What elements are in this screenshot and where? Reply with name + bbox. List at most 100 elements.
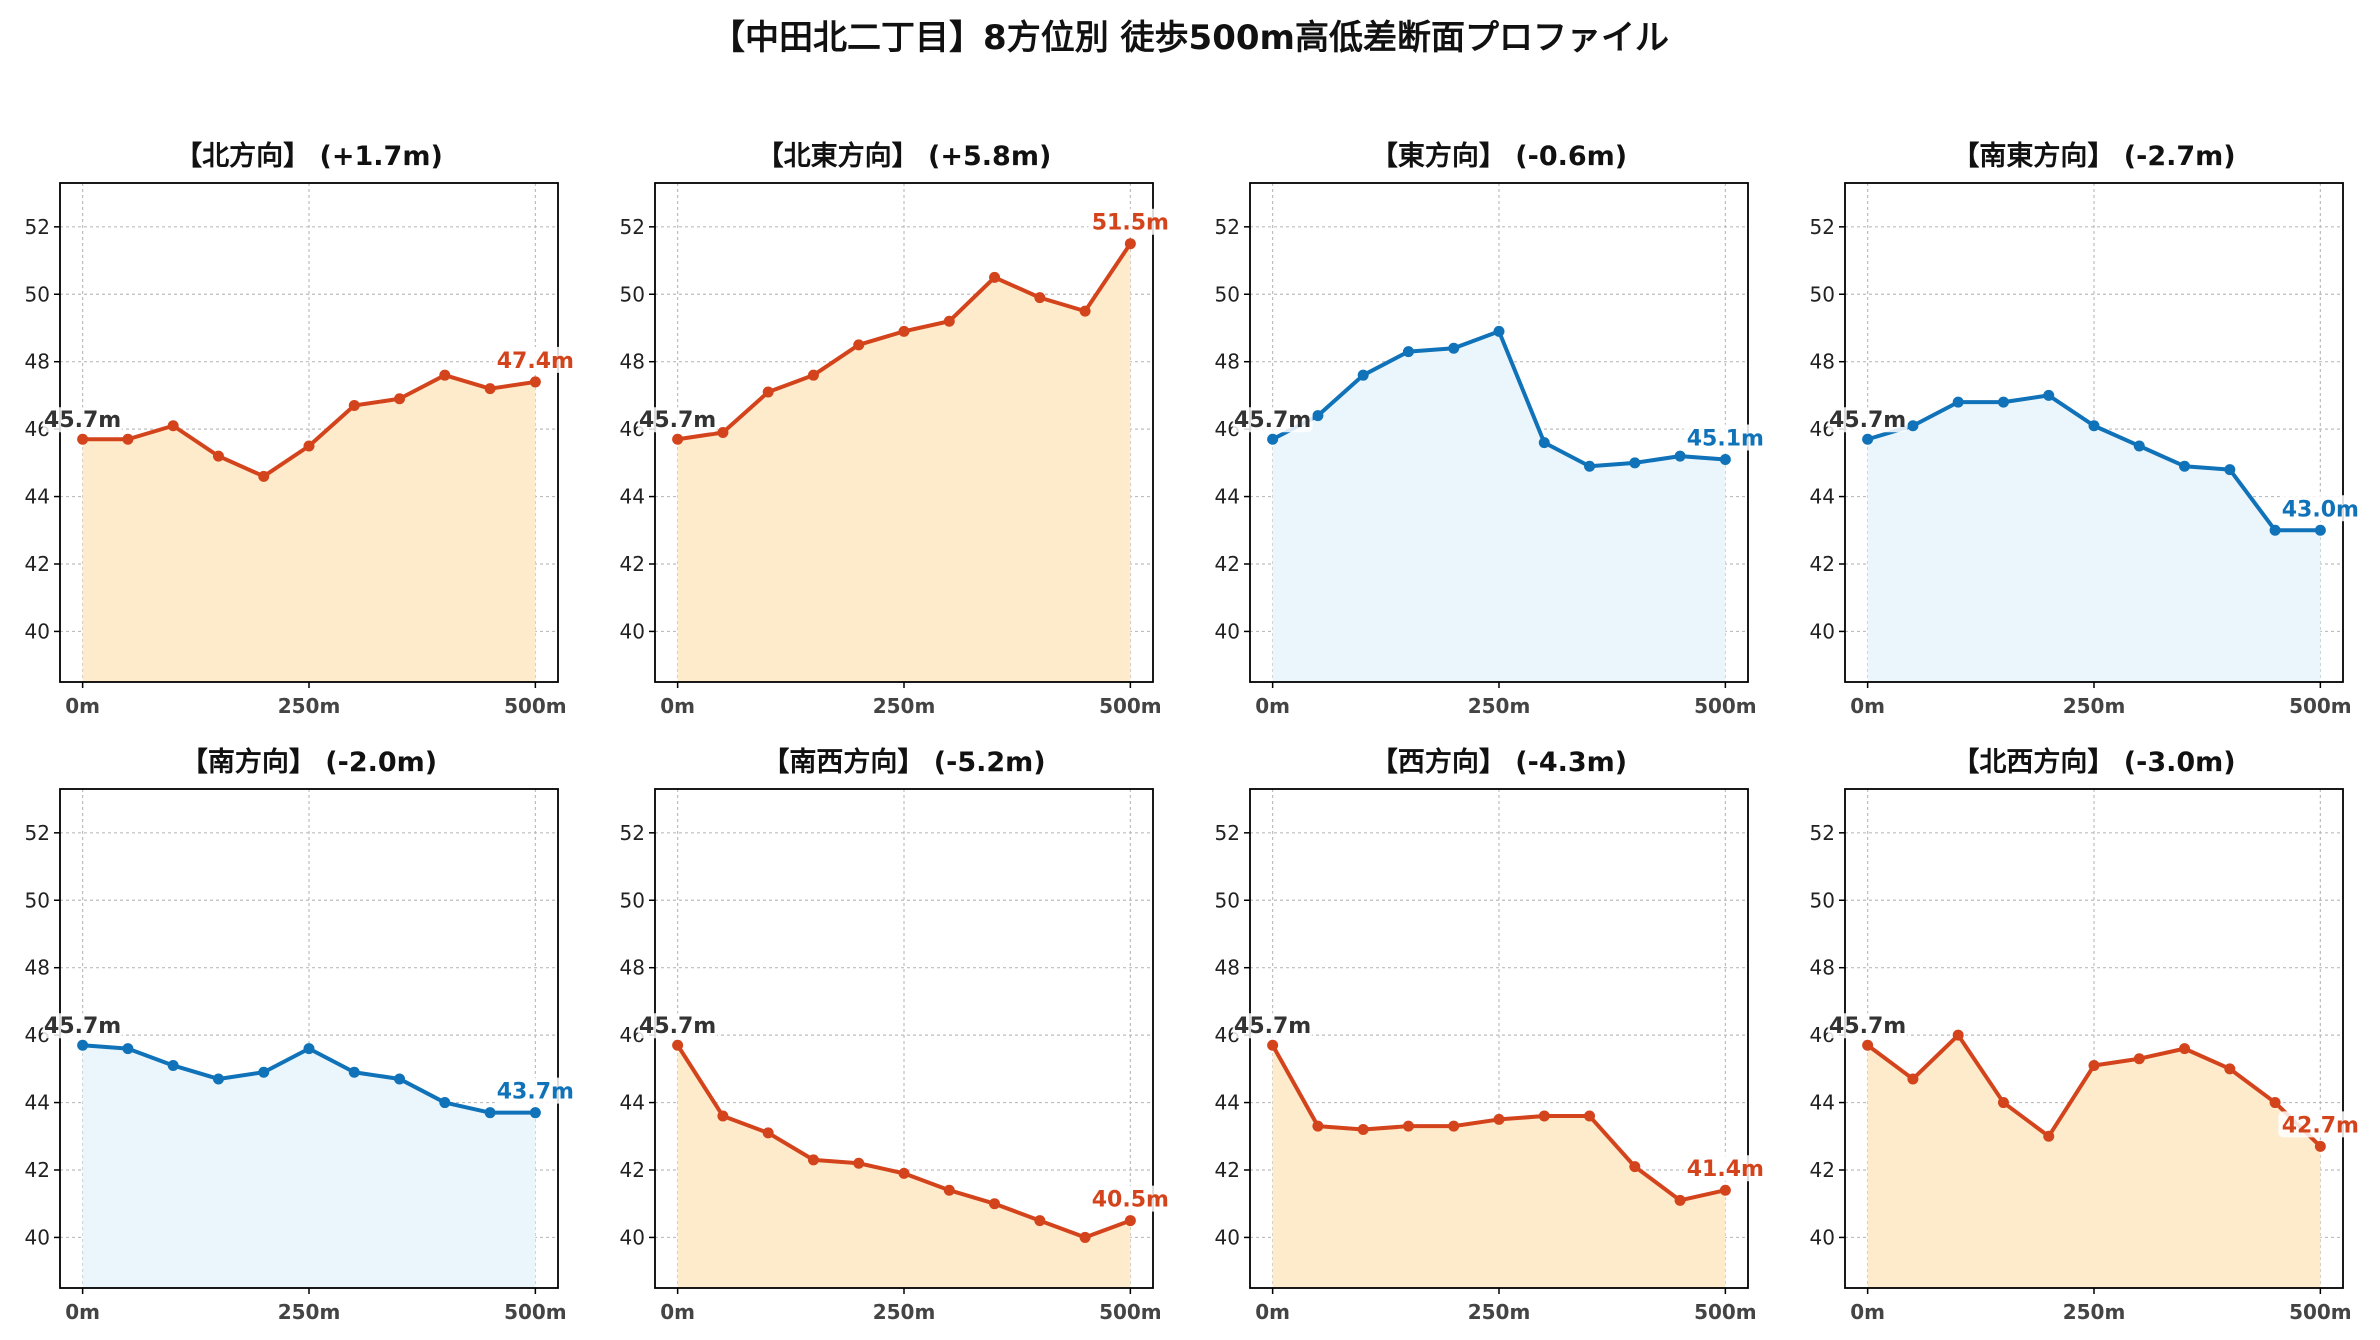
data-point	[2224, 1063, 2236, 1075]
y-tick-label: 48	[25, 350, 50, 374]
end-elevation-label: 45.1m	[1687, 426, 1764, 451]
data-point	[1862, 433, 1874, 445]
area-fill	[1867, 395, 2321, 682]
data-point	[1952, 1029, 1964, 1041]
start-elevation-label: 45.7m	[1829, 408, 1906, 433]
y-tick-label: 50	[1215, 888, 1240, 912]
data-point	[2224, 464, 2236, 476]
y-tick-label: 52	[1215, 821, 1240, 845]
data-point	[2179, 460, 2191, 472]
start-elevation-label: 45.7m	[44, 1014, 121, 1039]
data-point	[167, 1059, 179, 1071]
y-tick-label: 52	[1810, 215, 1835, 239]
x-tick-label: 250m	[873, 694, 936, 718]
data-point	[529, 376, 541, 388]
data-point	[1124, 238, 1136, 250]
start-elevation-label: 45.7m	[44, 408, 121, 433]
main-title: 【中田北二丁目】8方位別 徒歩500m高低差断面プロファイル	[711, 18, 1669, 58]
y-tick-label: 48	[25, 956, 50, 980]
data-point	[2043, 389, 2055, 401]
data-point	[853, 339, 865, 351]
x-tick-label: 250m	[873, 1300, 936, 1324]
y-tick-label: 42	[1215, 1158, 1240, 1182]
end-label-bg	[2278, 495, 2363, 522]
end-label-bg	[1088, 1185, 1173, 1212]
start-elevation-label: 45.7m	[639, 1014, 716, 1039]
data-point	[2179, 1043, 2191, 1055]
axes-frame	[59, 182, 559, 683]
data-point	[303, 440, 315, 452]
start-label-bg	[1827, 407, 1908, 433]
data-point	[1402, 1120, 1414, 1132]
y-tick-label: 40	[1810, 1225, 1835, 1249]
x-tick-label: 0m	[1255, 1300, 1290, 1324]
y-tick-label: 50	[1215, 282, 1240, 306]
y-tick-label: 44	[1215, 1091, 1240, 1115]
start-elevation-label: 45.7m	[1234, 408, 1311, 433]
data-point	[1079, 305, 1091, 317]
data-point	[2314, 1140, 2326, 1152]
y-tick-label: 52	[1215, 215, 1240, 239]
start-elevation-label: 45.7m	[1829, 1014, 1906, 1039]
data-point	[2314, 524, 2326, 536]
data-point	[212, 1073, 224, 1085]
x-tick-label: 250m	[278, 694, 341, 718]
y-tick-label: 44	[25, 1091, 50, 1115]
data-point	[1997, 396, 2009, 408]
data-point	[394, 393, 406, 405]
data-point	[1448, 342, 1460, 354]
axes-frame	[654, 788, 1154, 1289]
start-label-bg	[1232, 1013, 1313, 1039]
x-tick-label: 250m	[278, 1300, 341, 1324]
y-tick-label: 44	[1215, 485, 1240, 509]
x-tick-label: 500m	[1694, 694, 1757, 718]
data-point	[439, 369, 451, 381]
data-point	[2133, 1053, 2145, 1065]
y-tick-label: 42	[25, 1158, 50, 1182]
axes-frame	[1249, 788, 1749, 1289]
data-point	[77, 1039, 89, 1051]
data-point	[258, 470, 270, 482]
axes-frame	[59, 788, 559, 1289]
data-point	[1629, 1161, 1641, 1173]
data-point	[807, 1154, 819, 1166]
y-tick-label: 44	[1810, 485, 1835, 509]
data-point	[1493, 1113, 1505, 1125]
y-tick-label: 52	[1810, 821, 1835, 845]
end-elevation-label: 47.4m	[497, 349, 574, 374]
data-point	[303, 1043, 315, 1055]
area-fill	[82, 375, 536, 682]
x-tick-label: 0m	[660, 1300, 695, 1324]
data-point	[122, 433, 134, 445]
data-point	[122, 1043, 134, 1055]
data-point	[1034, 1215, 1046, 1227]
data-point	[1124, 1215, 1136, 1227]
x-tick-label: 500m	[504, 1300, 567, 1324]
y-tick-label: 52	[620, 821, 645, 845]
y-tick-label: 50	[620, 282, 645, 306]
data-point	[1584, 1110, 1596, 1122]
data-point	[1267, 433, 1279, 445]
area-fill	[677, 243, 1131, 682]
data-point	[77, 433, 89, 445]
start-elevation-label: 45.7m	[639, 408, 716, 433]
data-point	[394, 1073, 406, 1085]
x-tick-label: 500m	[2289, 694, 2352, 718]
y-tick-label: 42	[620, 552, 645, 576]
x-tick-label: 0m	[1255, 694, 1290, 718]
end-label-bg	[493, 1077, 578, 1104]
area-fill	[1272, 331, 1726, 682]
data-point	[1448, 1120, 1460, 1132]
data-point	[1034, 292, 1046, 304]
end-elevation-label: 51.5m	[1092, 211, 1169, 236]
axes-frame	[1844, 182, 2344, 683]
data-point	[1312, 410, 1324, 422]
data-point	[484, 383, 496, 395]
data-point	[1997, 1097, 2009, 1109]
area-fill	[1272, 1045, 1726, 1288]
data-point	[2269, 1097, 2281, 1109]
y-tick-label: 50	[1810, 888, 1835, 912]
